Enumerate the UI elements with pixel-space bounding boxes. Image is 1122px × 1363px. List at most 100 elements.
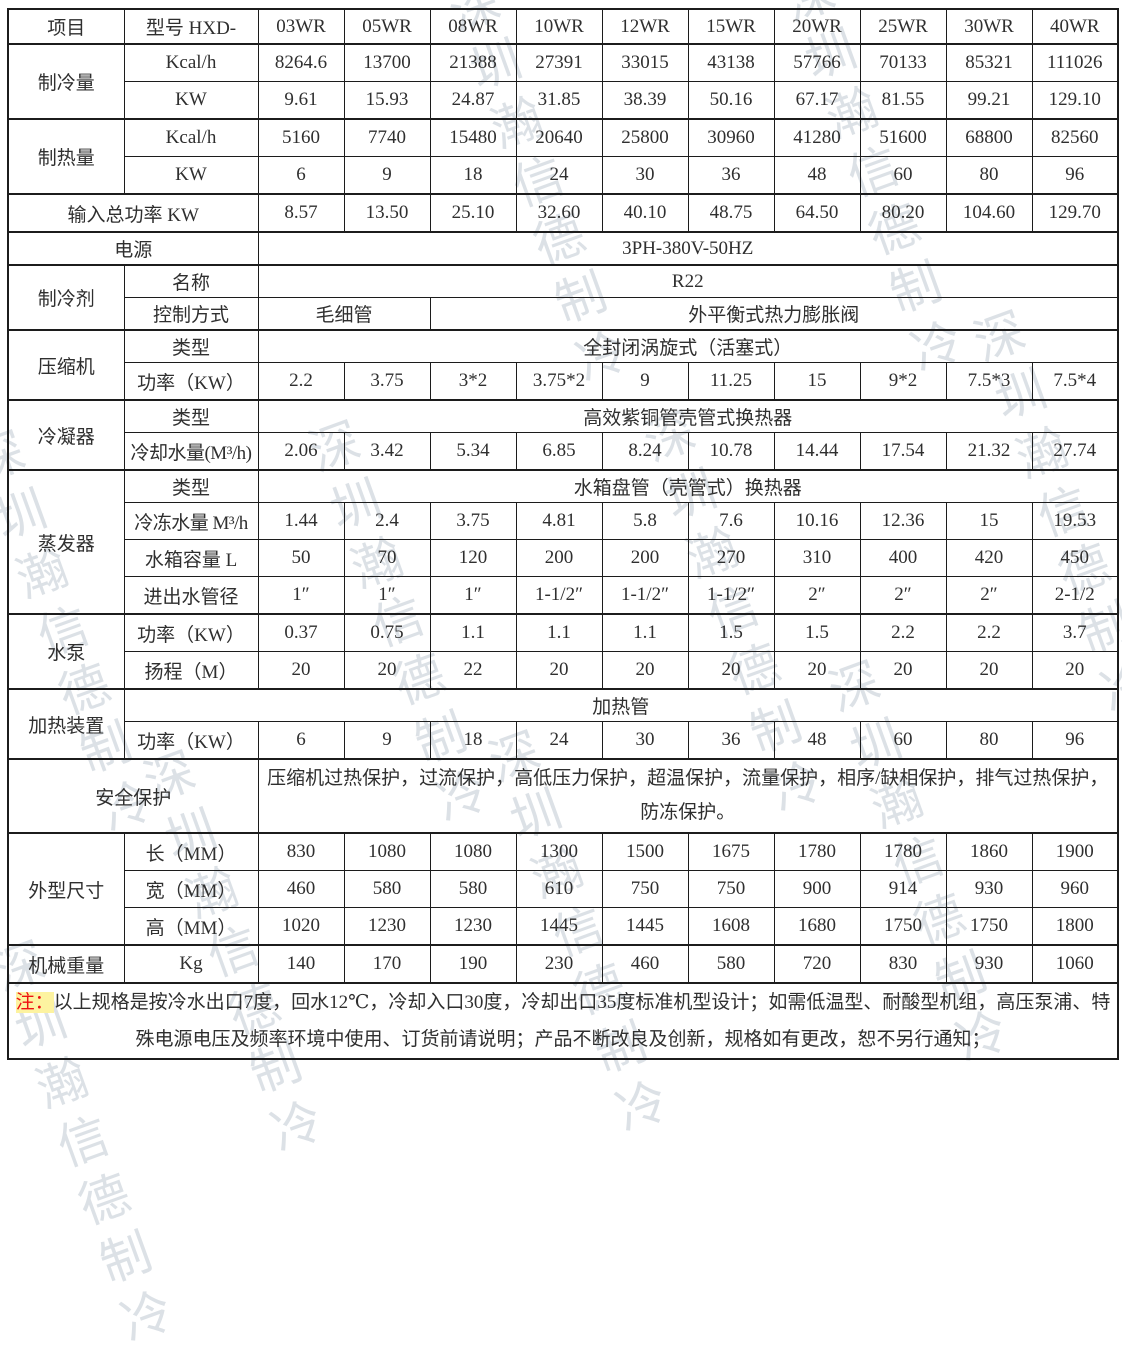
value-cell: 毛细管 [257,297,431,331]
value-cell: 60 [859,156,947,195]
value-cell: 1.44 [257,502,345,540]
note-text: 以上规格是按冷水出口7度，回水12℃，冷却入口30度，冷却出口35度标准机型设计… [53,992,1111,1050]
value-cell: 18 [429,156,517,195]
value-cell: 0.37 [257,613,345,652]
row-label: 控制方式 [123,297,259,331]
value-cell: 3.42 [343,432,431,471]
row-label: 类型 [123,329,259,363]
value-cell: 7740 [343,118,431,157]
value-cell: 900 [773,870,861,908]
value-cell: 30 [601,156,689,195]
value-cell: 24 [515,156,603,195]
value-cell: 36 [687,156,775,195]
value-cell: 57766 [773,43,861,82]
section-label: 制冷剂 [7,264,125,331]
value-cell: 82560 [1031,118,1119,157]
value-cell: 580 [343,870,431,908]
value-cell: 460 [601,944,689,984]
value-cell: 1750 [945,907,1033,946]
value-cell: 1230 [343,907,431,946]
value-cell: 48 [773,721,861,760]
value-cell: 10.78 [687,432,775,471]
value-cell: 15480 [429,118,517,157]
row-label: KW [123,156,259,195]
row-label: 电源 [7,231,259,266]
row-label: Kcal/h [123,118,259,157]
value-cell: 38.39 [601,81,689,120]
value-cell: 3PH-380V-50HZ [257,231,1119,266]
value-cell: 30 [601,721,689,760]
section-label: 加热装置 [7,688,125,760]
value-cell: 140 [257,944,345,984]
value-cell: 6.85 [515,432,603,471]
value-cell: 111026 [1031,43,1119,82]
value-cell: 2.2 [257,362,345,401]
value-cell: 20 [773,651,861,690]
row-condenser-water: 冷却水量(M³/h) 2.06 3.42 5.34 6.85 8.24 10.7… [8,432,1119,471]
value-cell: 1.1 [429,613,517,652]
value-cell: 12.36 [859,502,947,540]
value-cell: 11.25 [687,362,775,401]
value-cell: 450 [1031,539,1119,577]
value-cell: 1020 [257,907,345,946]
row-label: 功率（KW） [123,362,259,401]
value-cell: 1900 [1031,832,1119,871]
value-cell: 20 [601,651,689,690]
row-label: 长（MM） [123,832,259,871]
value-cell: 40.10 [601,193,689,233]
value-cell: 310 [773,539,861,577]
row-label: 冷却水量(M³/h) [123,432,259,471]
value-cell: 21388 [429,43,517,82]
value-cell: 400 [859,539,947,577]
row-label: 扬程（M） [123,651,259,690]
model-cell: 12WR [601,8,689,45]
value-cell: 460 [257,870,345,908]
row-dim-height: 高（MM） 1020 1230 1230 1445 1445 1608 1680… [8,907,1119,946]
value-cell: 1780 [773,832,861,871]
value-cell: 2-1/2 [1031,576,1119,615]
row-label: Kg [123,944,259,984]
row-dim-width: 宽（MM） 460 580 580 610 750 750 900 914 93… [8,870,1119,908]
value-cell: 830 [859,944,947,984]
value-cell: 20 [515,651,603,690]
section-label: 水泵 [7,613,125,690]
value-cell: 8.57 [257,193,345,233]
value-cell: 5.34 [429,432,517,471]
safety-text: 压缩机过热保护，过流保护，高低压力保护，超温保护，流量保护，相序/缺相保护，排气… [257,758,1119,834]
value-cell: 1-1/2″ [515,576,603,615]
value-cell: 1.5 [687,613,775,652]
value-cell: 3.75*2 [515,362,603,401]
value-cell: 580 [429,870,517,908]
value-cell: 30960 [687,118,775,157]
row-evaporator-pipe: 进出水管径 1″ 1″ 1″ 1-1/2″ 1-1/2″ 1-1/2″ 2″ 2… [8,576,1119,615]
note-prefix: 注： [15,992,54,1013]
value-cell: 8264.6 [257,43,345,82]
value-cell: 2″ [773,576,861,615]
value-cell: 2.2 [859,613,947,652]
value-cell: 70 [343,539,431,577]
value-cell: 17.54 [859,432,947,471]
value-cell: 27391 [515,43,603,82]
value-cell: 80 [945,721,1033,760]
row-evaporator-chilled-water: 冷冻水量 M³/h 1.44 2.4 3.75 4.81 5.8 7.6 10.… [8,502,1119,540]
value-cell: 720 [773,944,861,984]
value-cell: 200 [601,539,689,577]
value-cell: 1860 [945,832,1033,871]
value-cell: 43138 [687,43,775,82]
value-cell: 全封闭涡旋式（活塞式） [257,329,1119,363]
row-heater-power: 功率（KW） 6 9 18 24 30 36 48 60 80 96 [8,721,1119,760]
value-cell: 1060 [1031,944,1119,984]
value-cell: 2″ [945,576,1033,615]
value-cell: 830 [257,832,345,871]
value-cell: 51600 [859,118,947,157]
row-cooling-kcal: 制冷量 Kcal/h 8264.6 13700 21388 27391 3301… [7,43,1119,120]
value-cell: 2.06 [257,432,345,471]
value-cell: 120 [429,539,517,577]
value-cell: 930 [945,870,1033,908]
value-cell: 31.85 [515,81,603,120]
value-cell: 24.87 [429,81,517,120]
value-cell: 68800 [945,118,1033,157]
value-cell: 7.5*3 [945,362,1033,401]
model-cell: 03WR [257,8,345,45]
value-cell: 1230 [429,907,517,946]
